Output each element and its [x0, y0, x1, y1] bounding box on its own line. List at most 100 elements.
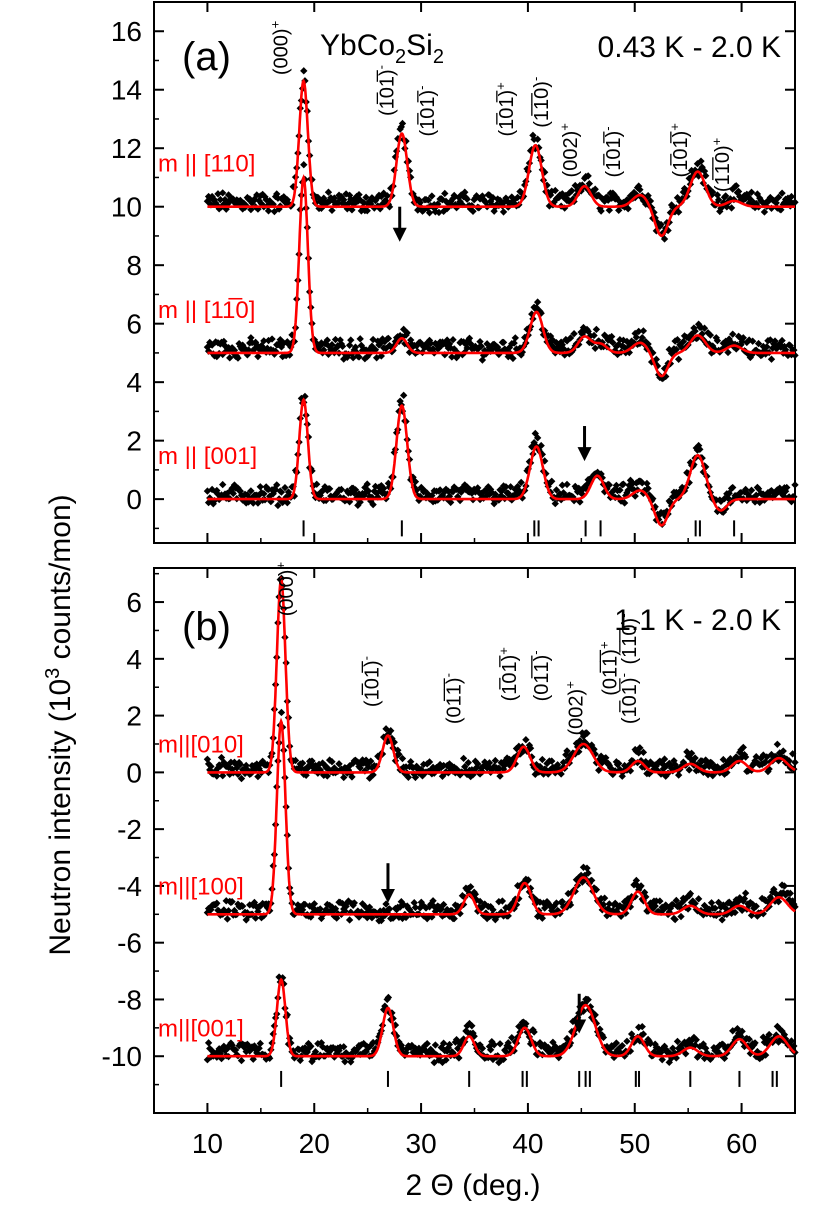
pb-data-point	[464, 759, 472, 767]
pa-data-point	[729, 330, 737, 338]
pa-fit-curve	[207, 78, 795, 237]
pb-data-point	[367, 757, 375, 765]
pa-data-point	[591, 185, 599, 193]
pa-data-point	[254, 499, 262, 507]
pb-data-point	[439, 900, 448, 909]
pa-series-label: m || [11̅0]	[158, 297, 255, 324]
pa-peak-sign: -	[373, 65, 388, 69]
pa-data-point	[323, 336, 331, 344]
pa-y-tick-label: 2	[126, 426, 142, 457]
pb-peak-sign: -	[616, 673, 631, 677]
pb-fit-curve	[207, 575, 796, 774]
pa-y-tick-label: 6	[126, 309, 142, 340]
pb-peak-label: (01̅1̅)-	[528, 650, 553, 701]
pa-data-point	[643, 479, 651, 488]
pa-data-point	[441, 189, 449, 198]
pb-peak-label: (1̅1̅0)-	[616, 613, 641, 664]
pa-data-point	[273, 481, 281, 489]
pa-data-point	[734, 187, 743, 196]
pb-data-point	[694, 895, 703, 903]
pa-data-point	[672, 345, 680, 354]
pa-data-point	[754, 339, 763, 348]
pa-data-point	[428, 192, 436, 200]
pa-data-point	[502, 483, 510, 491]
pa-data-point	[778, 336, 786, 345]
pb-data-point	[471, 890, 480, 898]
pb-data-point	[429, 897, 437, 905]
compound-sub: 2	[395, 46, 406, 68]
pa-y-tick-label: 0	[126, 484, 142, 515]
y-axis-label-sup: 3	[42, 668, 64, 679]
pa-data-point	[747, 188, 756, 196]
pa-data-point	[364, 487, 373, 495]
pb-series-label: m||[100]	[158, 873, 244, 900]
pb-peak-index: (1̅01̅)	[618, 677, 641, 724]
pa-data-point	[356, 335, 364, 343]
pa-data-point	[558, 481, 566, 489]
pa-data-point	[674, 208, 683, 216]
pa-data-point	[607, 332, 616, 341]
pa-data-point	[513, 193, 522, 202]
pb-data-point	[623, 1037, 631, 1045]
pa-peak-sign: +	[557, 123, 572, 131]
pa-peak-index: (1̅01̅)	[602, 131, 625, 178]
pb-data-point	[741, 753, 750, 761]
pa-peak-index: (1̅1̅0)	[711, 145, 734, 192]
pa-data-point	[403, 329, 411, 337]
pa-data-point	[328, 206, 336, 215]
pb-peak-index: (01̅1̅)	[443, 677, 466, 724]
pb-x-tick-label: 40	[512, 1128, 543, 1159]
pa-data-point	[338, 342, 347, 351]
pa-data-point	[247, 334, 255, 342]
y-axis-label-tail: counts/mon)	[44, 494, 77, 667]
pb-y-tick-label: -8	[117, 984, 142, 1015]
pa-data-point	[570, 330, 578, 338]
pa-series-label: m || [001]	[158, 443, 257, 470]
pb-data-point	[671, 915, 679, 924]
pb-data-point	[592, 885, 601, 894]
pa-series-1: m || [11̅0]	[158, 161, 799, 383]
pb-data-point	[788, 750, 797, 758]
pb-peak-sign: +	[562, 681, 577, 689]
pa-y-tick-label: 8	[126, 250, 142, 281]
pa-data-point	[584, 172, 592, 180]
pb-x-tick-label: 30	[406, 1128, 437, 1159]
pb-data-point	[584, 869, 592, 877]
pa-peak-sign: +	[268, 21, 283, 29]
pa-data-point	[674, 355, 683, 363]
pa-data-point	[277, 488, 286, 496]
pb-data-point	[707, 899, 716, 907]
pb-data-point	[583, 864, 591, 872]
pa-data-point	[566, 334, 575, 342]
pb-data-point	[602, 754, 610, 762]
pa-data-point	[597, 207, 605, 215]
pb-data-point	[522, 736, 530, 744]
pb-peak-sign: -	[441, 673, 456, 677]
pa-peak-index: (002)	[560, 131, 582, 178]
pa-arrow-head	[392, 227, 407, 242]
pa-peak-sign: +	[667, 123, 682, 131]
pa-data-point	[268, 335, 276, 343]
pa-data-point	[219, 480, 227, 489]
pa-y-tick-label: 12	[111, 133, 142, 164]
pb-peak-index: (1̅01̅)	[360, 660, 383, 707]
pa-data-point	[283, 499, 292, 507]
pa-data-point	[638, 333, 646, 342]
pa-data-point	[229, 489, 237, 498]
pa-data-point	[448, 353, 456, 361]
pa-data-point	[778, 189, 786, 197]
pb-data-point	[563, 747, 571, 755]
pb-peak-index: (1̅1̅0)	[618, 618, 641, 665]
pb-peak-index: (1̅01̅)	[498, 655, 521, 702]
pb-data-point	[651, 902, 659, 910]
pa-fit-curve	[207, 174, 795, 378]
pa-data-point	[620, 499, 629, 507]
pa-data-point	[739, 334, 747, 342]
pb-y-tick-label: -10	[102, 1041, 142, 1072]
pb-peak-sign: -	[616, 613, 631, 617]
pb-y-tick-label: -4	[117, 871, 142, 902]
pa-data-point	[592, 325, 601, 334]
pb-data-point	[498, 897, 507, 905]
pa-peak-label: (002)+	[557, 123, 582, 177]
